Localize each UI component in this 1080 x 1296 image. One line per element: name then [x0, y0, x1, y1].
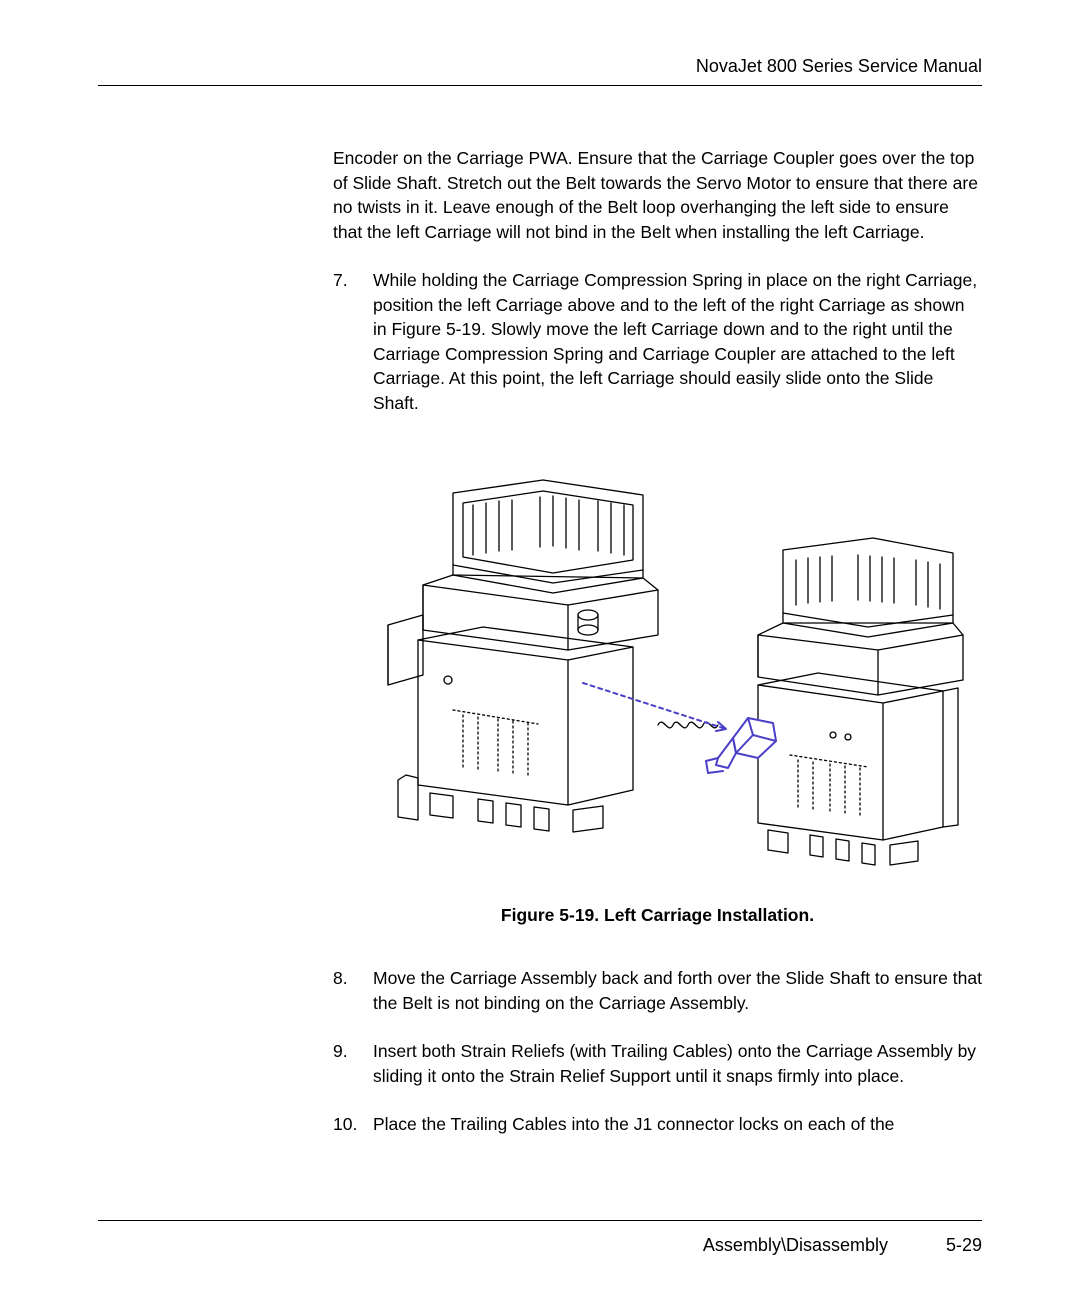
step-body: Insert both Strain Reliefs (with Trailin… [373, 1039, 982, 1088]
step-9: 9. Insert both Strain Reliefs (with Trai… [333, 1039, 982, 1088]
figure-caption: Figure 5-19. Left Carriage Installation. [333, 905, 982, 926]
carriage-installation-diagram [348, 465, 968, 875]
step-number: 9. [333, 1039, 373, 1088]
step-body: Move the Carriage Assembly back and fort… [373, 966, 982, 1015]
step-body: Place the Trailing Cables into the J1 co… [373, 1112, 982, 1137]
step-number: 7. [333, 268, 373, 415]
header-title: NovaJet 800 Series Service Manual [696, 56, 982, 76]
step-7: 7. While holding the Carriage Compressio… [333, 268, 982, 415]
step-number: 10. [333, 1112, 373, 1137]
step-number: 8. [333, 966, 373, 1015]
footer-page-number: 5-29 [946, 1235, 982, 1256]
page-header: NovaJet 800 Series Service Manual [98, 56, 982, 86]
footer-section: Assembly\Disassembly [703, 1235, 888, 1256]
intro-paragraph: Encoder on the Carriage PWA. Ensure that… [333, 146, 982, 244]
intro-text: Encoder on the Carriage PWA. Ensure that… [333, 148, 978, 242]
figure-5-19: Figure 5-19. Left Carriage Installation. [333, 465, 982, 926]
step-10: 10. Place the Trailing Cables into the J… [333, 1112, 982, 1137]
step-8: 8. Move the Carriage Assembly back and f… [333, 966, 982, 1015]
page-footer: Assembly\Disassembly 5-29 [98, 1220, 982, 1256]
content-column: Encoder on the Carriage PWA. Ensure that… [98, 146, 982, 1137]
step-body: While holding the Carriage Compression S… [373, 268, 982, 415]
